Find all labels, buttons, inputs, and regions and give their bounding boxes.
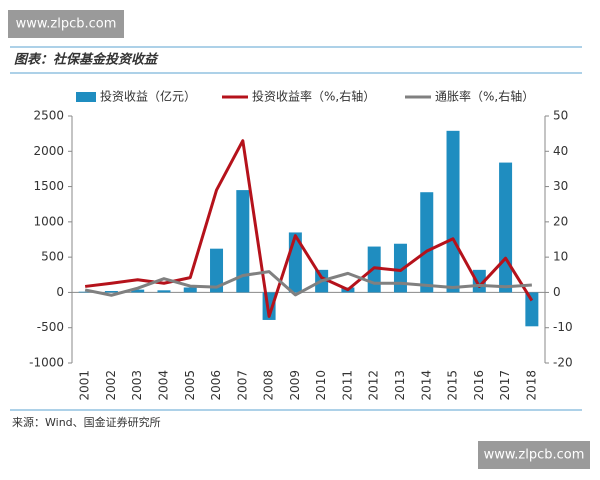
line [84,270,532,297]
bar [525,292,539,327]
source: 来源：Wind、国金证券研究所 [12,415,161,429]
bar [446,130,460,293]
bar [420,192,434,293]
legend-label: 通胀率（%,右轴） [435,89,534,104]
x-tick-label: 2008 [262,370,276,401]
y2-tick-label: 10 [553,250,568,264]
y-tick-label: 500 [41,250,64,264]
bar [393,243,407,293]
y2-tick-label: 40 [553,144,568,158]
y2-tick-label: -20 [553,356,573,370]
x-tick-label: 2005 [183,370,197,401]
x-tick-label: 2006 [209,370,223,401]
x-tick-label: 2003 [130,370,144,401]
x-tick-label: 2014 [419,370,433,401]
line [84,139,534,318]
bar [236,190,250,293]
y-tick-label: 1500 [33,179,64,193]
watermark-box [8,10,124,38]
watermark: www.zlpcb.com [16,17,117,32]
y2-tick-label: -10 [553,320,573,334]
legend-swatch [76,92,96,102]
bar [157,290,171,293]
chart-title: 图表：社保基金投资收益 [14,52,159,68]
y-tick-label: 1000 [33,214,64,228]
x-tick-label: 2017 [498,370,512,401]
bar [104,291,118,293]
x-tick-label: 2001 [78,370,92,401]
bar [78,291,92,293]
x-tick-label: 2004 [156,370,170,401]
x-tick-label: 2010 [314,370,328,401]
y-tick-label: -500 [37,320,64,334]
y-tick-label: 2500 [33,109,64,123]
x-tick-label: 2012 [367,370,381,401]
bar [183,287,197,293]
x-tick-label: 2011 [340,370,354,401]
bar [131,289,145,293]
bar [499,162,513,293]
y-tick-label: 0 [56,285,64,299]
y2-tick-label: 20 [553,214,568,228]
bar [210,248,224,293]
x-tick-label: 2007 [235,370,249,401]
y-tick-label: -1000 [29,356,64,370]
y2-tick-label: 30 [553,179,568,193]
watermark-box [478,441,590,469]
legend-label: 投资收益（亿元） [100,89,196,104]
x-tick-label: 2015 [446,370,460,401]
y2-tick-label: 50 [553,109,568,123]
x-tick-label: 2002 [104,370,118,401]
x-tick-label: 2016 [472,370,486,401]
y2-tick-label: 0 [553,285,561,299]
y-tick-label: 2000 [33,144,64,158]
x-tick-label: 2018 [524,370,538,401]
watermark: www.zlpcb.com [484,448,585,463]
legend-label: 投资收益率（%,右轴） [252,89,375,104]
x-tick-label: 2009 [288,370,302,401]
x-tick-label: 2013 [393,370,407,401]
